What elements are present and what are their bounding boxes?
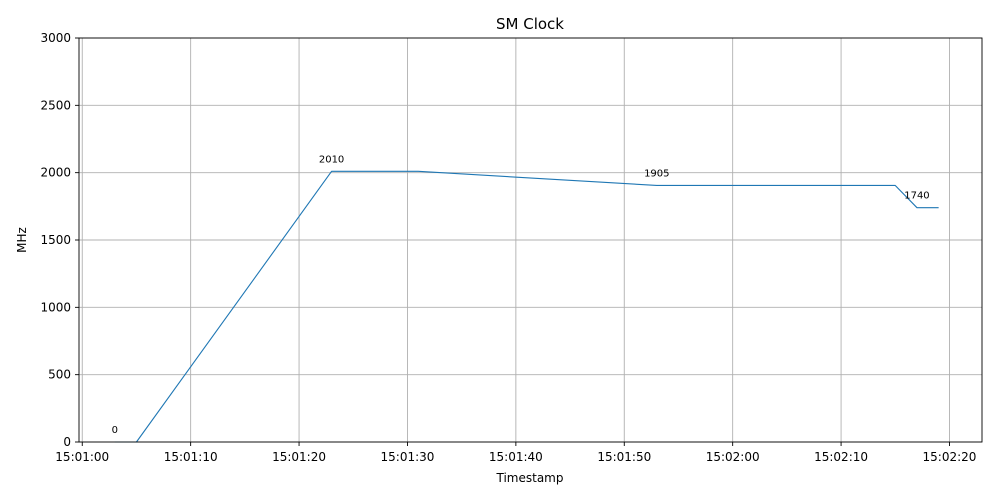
- x-tick-label: 15:02:10: [814, 450, 868, 464]
- x-tick-label: 15:02:00: [706, 450, 760, 464]
- x-tick-label: 15:01:30: [381, 450, 435, 464]
- series-layer: [114, 170, 939, 443]
- y-tick-label: 1000: [40, 300, 71, 314]
- y-tick-label: 500: [48, 368, 71, 382]
- annotations: 0 2010 1905 1740: [112, 154, 930, 436]
- y-tick-label: 3000: [40, 31, 71, 45]
- chart-title: SM Clock: [496, 15, 564, 33]
- x-tick-label: 15:01:00: [55, 450, 109, 464]
- y-axis-title: MHz: [15, 227, 29, 253]
- x-tick-label: 15:01:40: [489, 450, 543, 464]
- x-tick-label: 15:01:50: [597, 450, 651, 464]
- x-axis-title: Timestamp: [496, 471, 564, 485]
- series-line: [114, 170, 939, 443]
- y-tick-label: 0: [63, 435, 71, 449]
- data-label: 2010: [319, 154, 344, 165]
- y-tick-label: 1500: [40, 233, 71, 247]
- y-tick-label: 2500: [40, 98, 71, 112]
- y-tick-label: 2000: [40, 166, 71, 180]
- x-tick-label: 15:01:20: [272, 450, 326, 464]
- data-label: 0: [112, 425, 118, 436]
- axis-ticks: 15:01:00 15:01:10 15:01:20 15:01:30 15:01:40…: [40, 31, 976, 464]
- x-tick-label: 15:02:20: [923, 450, 977, 464]
- data-label: 1740: [904, 191, 929, 202]
- x-tick-label: 15:01:10: [164, 450, 218, 464]
- data-label: 1905: [644, 168, 669, 179]
